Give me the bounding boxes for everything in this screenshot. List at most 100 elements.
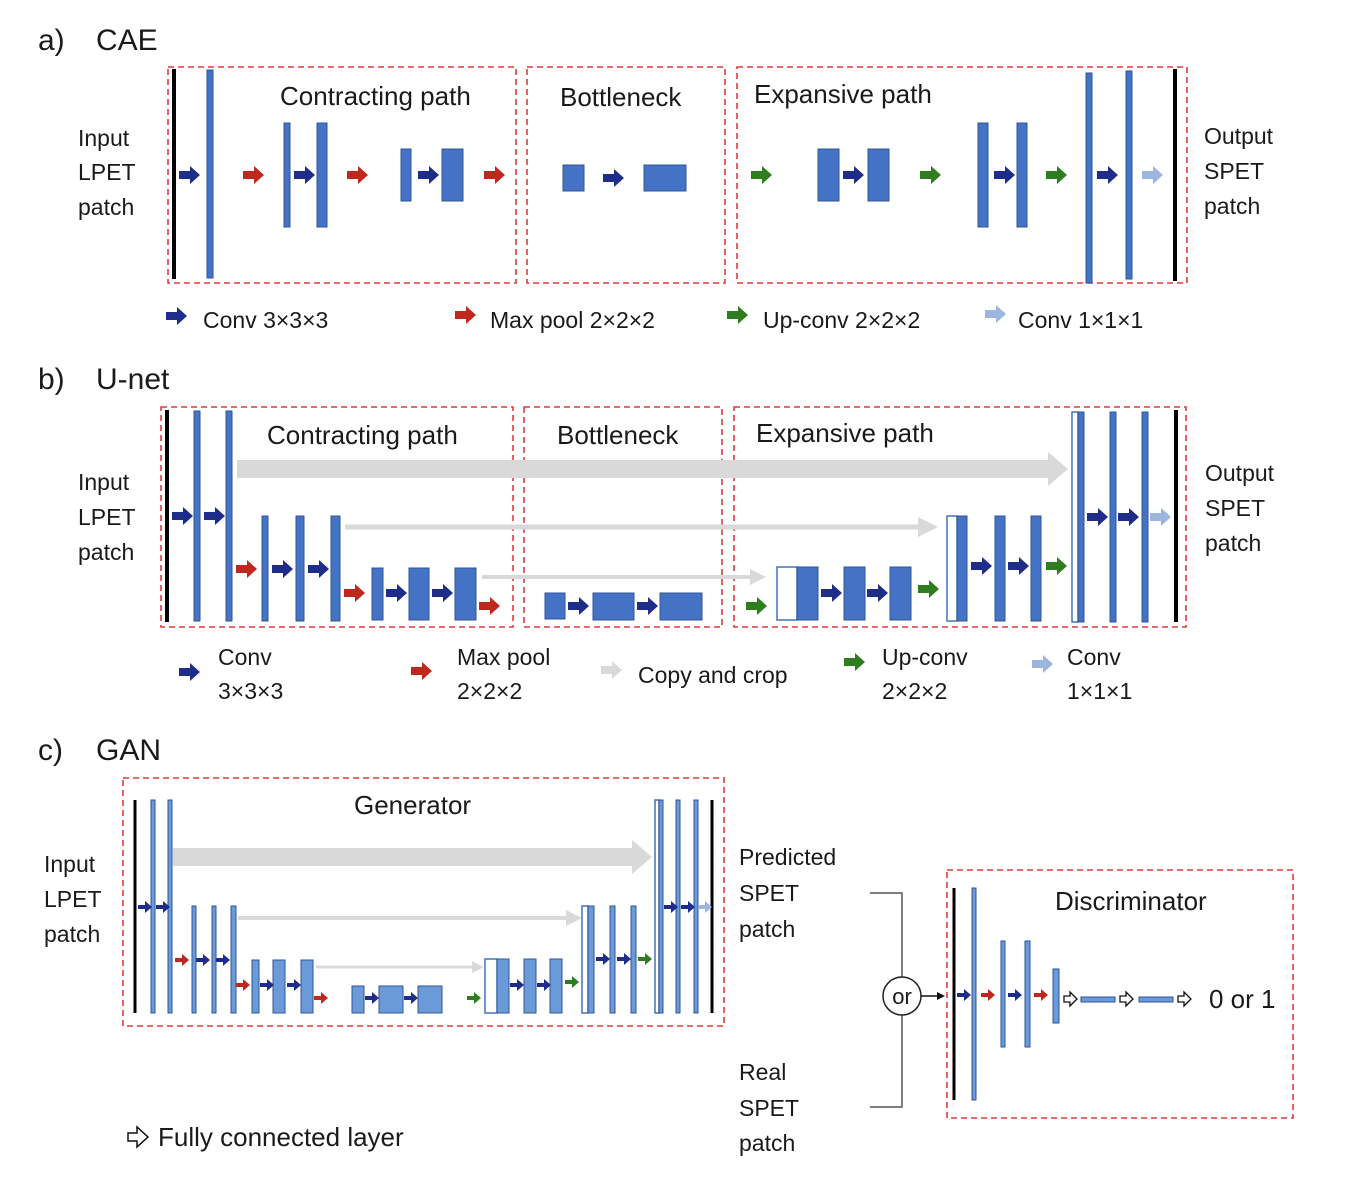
legend-conv-label: Conv 3×3×3 <box>203 307 328 333</box>
legend-fully-connected-label: Fully connected layer <box>158 1122 404 1152</box>
legend-up-conv-label: Up-conv 2×2×2 <box>763 307 920 333</box>
conv-1x1-arrow <box>1150 508 1171 526</box>
dense-layer <box>1080 996 1116 1003</box>
panel-a-tag: a) <box>38 24 65 57</box>
conv-arrow <box>568 597 589 615</box>
up-conv-arrow <box>1046 557 1067 575</box>
up-conv-arrow <box>565 976 579 988</box>
feature-map <box>693 799 699 1014</box>
feature-map <box>1109 411 1117 623</box>
legend-b: Conv 3×3×3 Max pool 2×2×2 Copy and crop … <box>179 644 1132 704</box>
conv-arrow <box>404 992 418 1004</box>
conv-arrow <box>272 560 293 578</box>
feature-map <box>1052 968 1060 1024</box>
legend-conv-1x1-label: Conv 1×1×1 <box>1018 307 1143 333</box>
conv-1x1-arrow-icon <box>985 305 1006 323</box>
panel-c-gan: c) GAN Generator Input LPET patch <box>38 734 1294 1156</box>
feature-map <box>630 905 637 1014</box>
max-pool-arrow <box>344 584 365 602</box>
conv-arrow <box>617 953 631 965</box>
feature-map <box>658 799 664 1014</box>
conv-arrow <box>637 597 658 615</box>
copied-feature-map <box>654 799 660 1014</box>
feature-map <box>295 515 305 622</box>
feature-map <box>1000 940 1006 1048</box>
conv-arrow <box>957 989 971 1001</box>
copied-feature-map <box>581 905 589 1014</box>
conv-arrow <box>1008 557 1029 575</box>
up-conv-arrow <box>467 992 481 1004</box>
conv-arrow <box>418 166 439 184</box>
up-conv-arrow <box>920 166 941 184</box>
max-pool-arrow <box>236 560 257 578</box>
feature-map <box>977 122 989 228</box>
up-conv-arrow-icon <box>844 653 865 671</box>
feature-map <box>1141 411 1149 623</box>
fully-connected-arrow <box>1119 990 1134 1008</box>
feature-map <box>230 905 237 1014</box>
fully-connected-arrow <box>1177 990 1192 1008</box>
expansive-path-box <box>733 406 1187 628</box>
conv-arrow <box>432 584 453 602</box>
conv-arrow <box>821 584 842 602</box>
feature-map <box>261 515 269 622</box>
expansive-path-label: Expansive path <box>756 418 934 448</box>
conv-arrow <box>179 166 200 184</box>
conv-arrow <box>843 166 864 184</box>
max-pool-arrow <box>484 166 505 184</box>
conv-arrow <box>156 901 170 913</box>
feature-map <box>1024 940 1031 1048</box>
conv-arrow <box>138 901 152 913</box>
expansive-path-label: Expansive path <box>754 79 932 109</box>
feature-map <box>496 958 510 1014</box>
feature-map <box>408 567 430 621</box>
dense-layer <box>1138 996 1174 1003</box>
feature-map <box>400 148 412 202</box>
input-lpet-label: Input LPET patch <box>78 125 142 220</box>
feature-map <box>316 122 328 228</box>
conv-arrow <box>1097 166 1118 184</box>
max-pool-arrow <box>981 989 995 1001</box>
max-pool-arrow <box>236 979 250 991</box>
legend-max-pool-label: Max pool 2×2×2 <box>490 307 655 333</box>
copied-feature-map <box>484 958 498 1014</box>
max-pool-arrow <box>1034 989 1048 1001</box>
legend-conv-label: Conv 3×3×3 <box>218 644 283 704</box>
feature-map <box>1016 122 1028 228</box>
feature-map <box>191 905 197 1014</box>
feature-map <box>378 985 404 1014</box>
feature-map <box>1085 72 1093 284</box>
max-pool-arrow-icon <box>411 662 432 680</box>
copied-feature-map <box>1071 411 1079 623</box>
conv-arrow <box>1087 508 1108 526</box>
legend-a: Conv 3×3×3 Max pool 2×2×2 Up-conv 2×2×2 … <box>166 305 1143 333</box>
input-lpet-label: Input LPET patch <box>78 469 142 565</box>
panel-b-unet: b) U-net Contracting path Bottleneck Exp… <box>38 363 1275 704</box>
fully-connected-arrow <box>1063 990 1078 1008</box>
max-pool-arrow-icon <box>455 306 476 324</box>
feature-map <box>225 410 233 622</box>
conv-arrow <box>196 954 210 966</box>
feature-map <box>971 887 977 1101</box>
up-conv-arrow-icon <box>727 306 748 324</box>
contracting-path-box <box>167 66 517 284</box>
bottleneck-box <box>523 406 723 628</box>
conv-arrow <box>596 953 610 965</box>
conv-arrow <box>386 584 407 602</box>
conv-arrow <box>664 901 678 913</box>
max-pool-arrow <box>479 597 500 615</box>
feature-map <box>659 592 703 621</box>
feature-map <box>417 985 443 1014</box>
feature-map <box>1030 515 1042 622</box>
copy-and-crop-arrow <box>237 452 1068 486</box>
contracting-path-label: Contracting path <box>280 81 471 111</box>
up-conv-arrow <box>1046 166 1067 184</box>
generator-label: Generator <box>354 790 471 820</box>
feature-map <box>150 799 156 1014</box>
max-pool-arrow <box>314 992 328 1004</box>
conv-arrow <box>365 992 379 1004</box>
panel-a-title: CAE <box>96 24 158 57</box>
conv-arrow <box>1118 508 1139 526</box>
discriminator-box <box>946 869 1294 1119</box>
predicted-spet-label: Predicted SPET patch <box>739 844 843 942</box>
